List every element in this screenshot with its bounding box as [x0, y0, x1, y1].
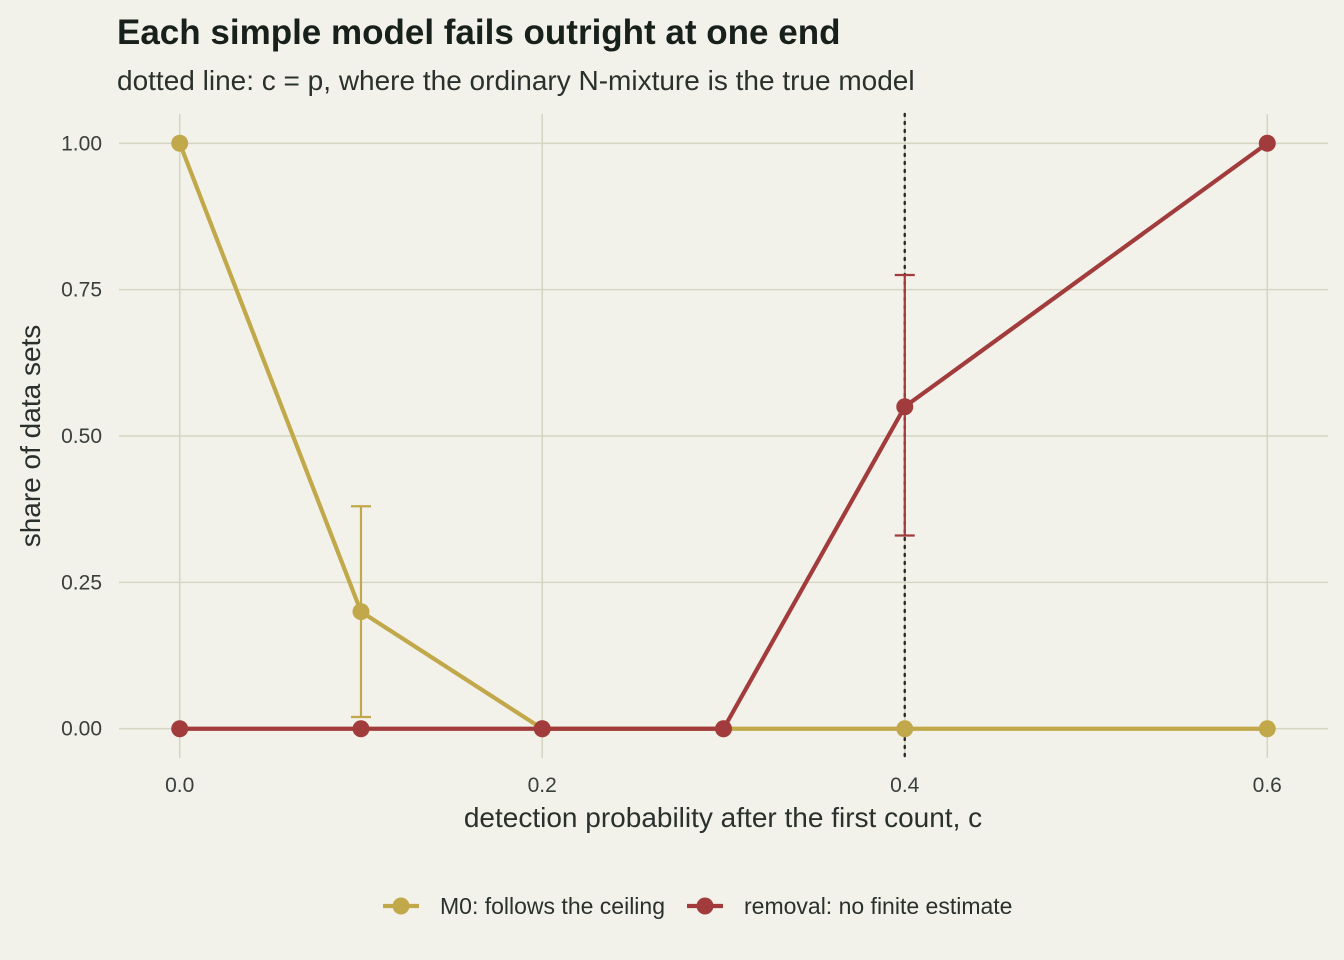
x-tick-label: 0.2 [528, 774, 557, 797]
data-point [715, 720, 732, 738]
legend-item-2: removal: no finite estimate [687, 893, 1012, 919]
series-line [177, 141, 1270, 731]
data-point [352, 603, 370, 621]
data-point [896, 720, 914, 738]
legend-marker [696, 897, 714, 915]
data-point [171, 134, 189, 152]
tick-labels: 0.00 0.25 0.50 0.75 1.00 0.0 0.2 0.4 0.6 [61, 132, 1282, 797]
legend-label: removal: no finite estimate [744, 893, 1012, 919]
chart-title: Each simple model fails outright at one … [117, 13, 840, 52]
y-tick-label: 0.50 [61, 425, 102, 448]
y-tick-label: 0.25 [61, 571, 102, 594]
data-point [352, 720, 370, 738]
series-2 [171, 134, 1276, 738]
legend-marker [392, 897, 410, 915]
data-point [533, 720, 551, 738]
x-tick-label: 0.0 [165, 774, 194, 797]
legend-label: M0: follows the ceiling [440, 893, 665, 919]
x-axis-title: detection probability after the first co… [464, 802, 982, 833]
data-point [896, 398, 914, 416]
data-point [1258, 720, 1276, 738]
y-axis-title: share of data sets [15, 325, 46, 548]
legend-item-1: M0: follows the ceiling [383, 893, 665, 919]
series-layer [171, 134, 1276, 738]
y-tick-label: 1.00 [61, 132, 102, 155]
x-tick-label: 0.4 [890, 774, 920, 797]
y-tick-label: 0.00 [61, 718, 102, 741]
data-point [171, 720, 189, 738]
chart-subtitle: dotted line: c = p, where the ordinary N… [117, 65, 915, 96]
x-tick-label: 0.6 [1253, 774, 1282, 797]
legend: M0: follows the ceiling removal: no finit… [383, 893, 1012, 919]
y-tick-label: 0.75 [61, 279, 102, 302]
grid [119, 114, 1328, 758]
data-point [1258, 134, 1276, 152]
